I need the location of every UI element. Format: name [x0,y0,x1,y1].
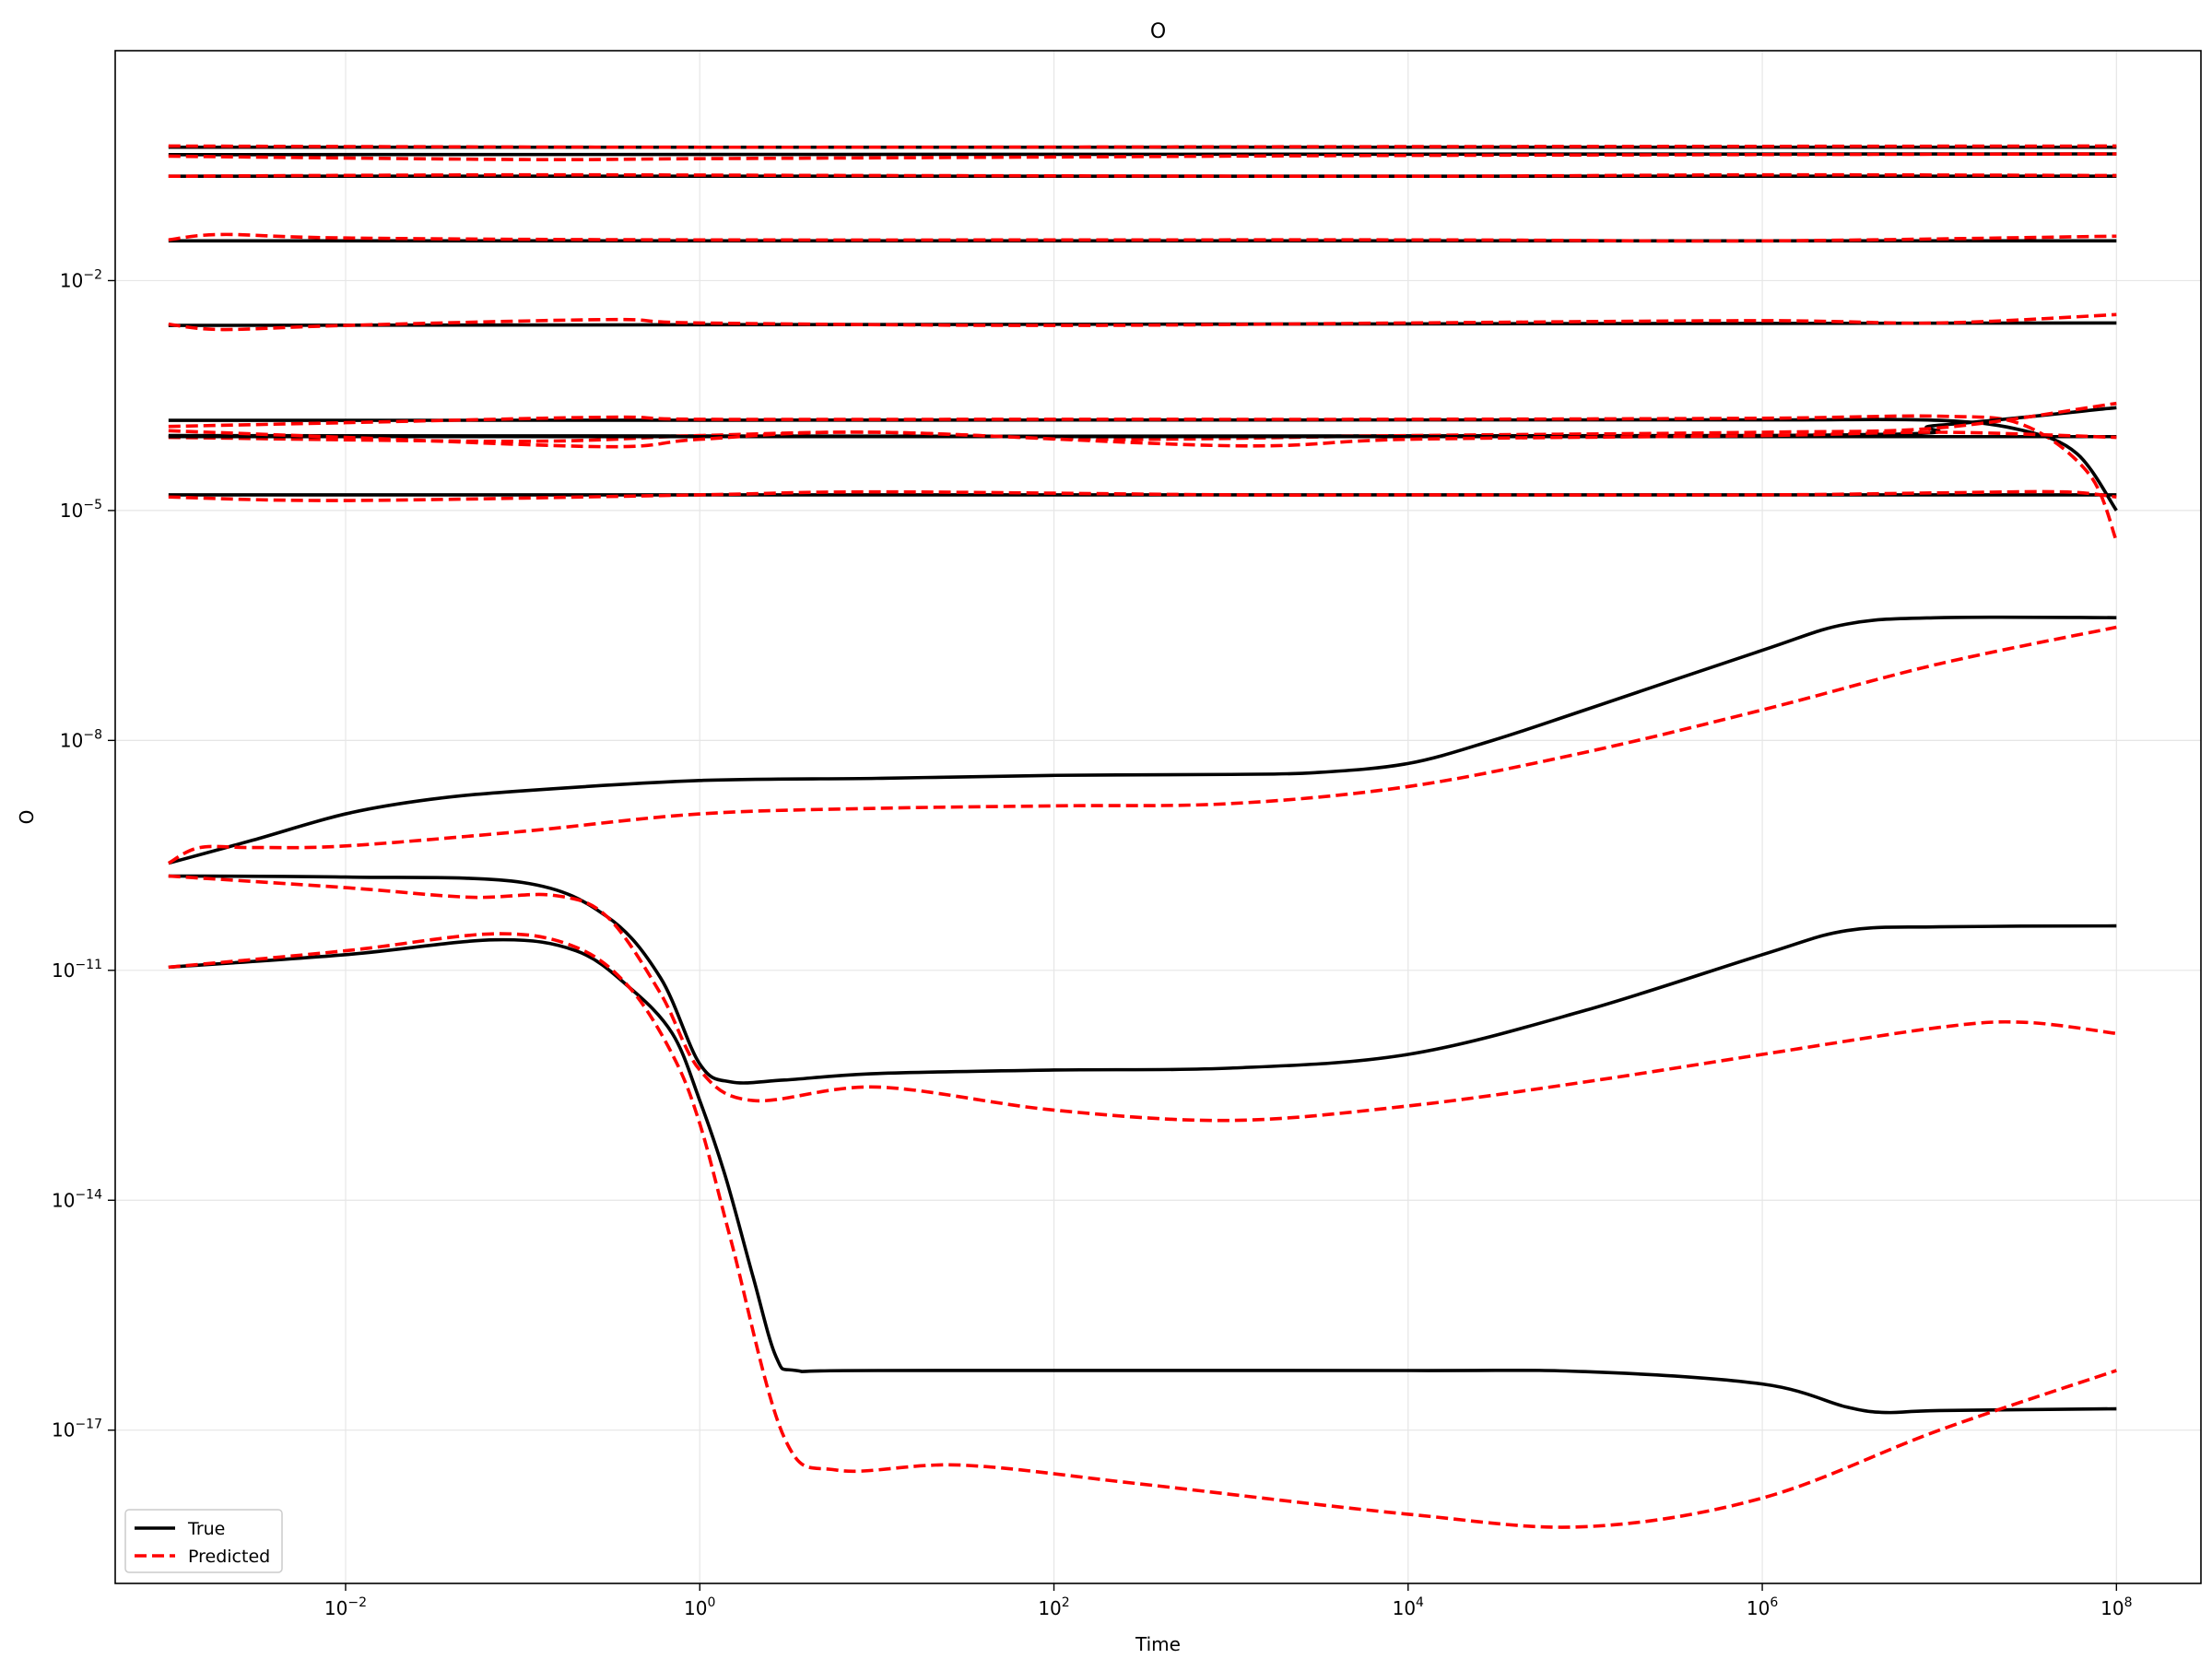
x-tick-label: 106 [1747,1595,1778,1619]
y-axis-label: O [16,810,38,825]
x-tick-label: 104 [1393,1595,1424,1619]
plot-frame [114,50,2202,1584]
legend-label-predicted: Predicted [188,1547,270,1567]
predicted-series-line-7 [168,232,2117,243]
legend: True Predicted [124,1509,283,1573]
x-tick-label: 100 [684,1595,715,1619]
ticks: 10−2 100 102 104 106 108 10−2 10−5 10−8 10−11 10−1… [52,267,2133,1619]
legend-label-true: True [187,1519,225,1539]
true-series-line-18 [168,615,2117,865]
predicted-series-line-9 [168,312,2117,332]
y-tick-label: 10−8 [60,727,102,751]
x-tick-label: 10−2 [324,1595,367,1619]
y-tick-label: 10−2 [60,267,102,291]
y-tick-label: 10−14 [52,1187,102,1211]
predicted-series-line-11 [168,414,2119,542]
series-layer [167,144,2119,1529]
predicted-series-line-5 [168,172,2117,179]
chart-title: O [1150,20,1166,43]
grid [115,51,2201,1583]
y-tick-label: 10−17 [52,1418,102,1441]
y-tick-label: 10−5 [60,498,102,522]
legend-box [124,1509,283,1573]
predicted-series-line-21 [168,874,2117,1123]
predicted-series-line-3 [168,152,2117,162]
x-axis-label: Time [1135,1633,1181,1655]
predicted-series-line-1 [168,144,2117,149]
predicted-series-line-13 [168,401,2117,443]
predicted-series-line-23 [168,932,2117,1529]
y-tick-label: 10−11 [52,958,102,982]
true-series-line-20 [168,874,2117,1085]
x-tick-label: 102 [1038,1595,1069,1619]
predicted-series-line-19 [167,625,2117,865]
x-tick-label: 108 [2100,1595,2132,1619]
true-series-line-22 [168,937,2117,1415]
predicted-series-line-15 [168,429,2117,449]
